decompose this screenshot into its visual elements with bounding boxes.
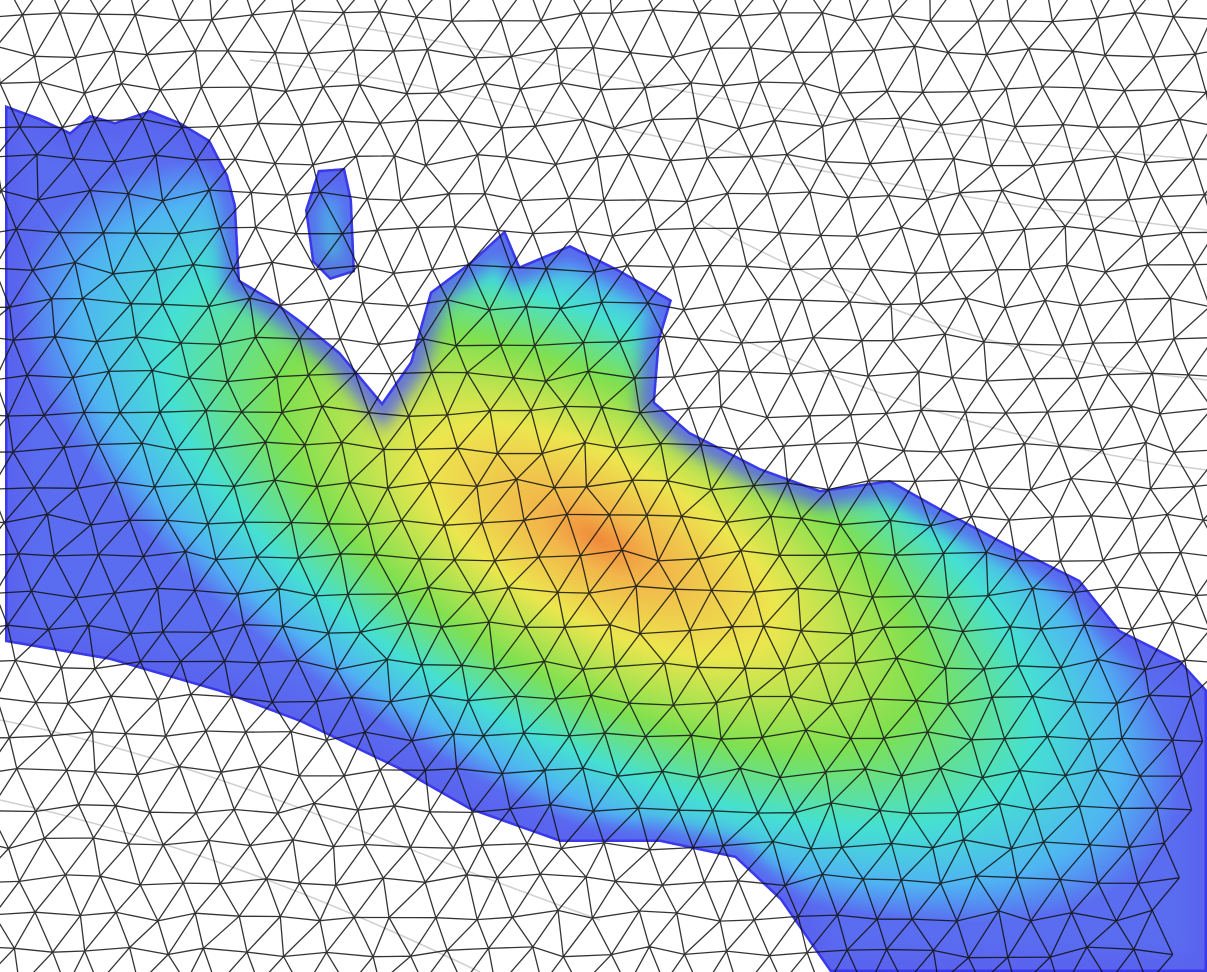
mesh-view [0, 0, 1207, 972]
page: (() => { JSON.parse(document.getElementB… [0, 0, 1207, 972]
